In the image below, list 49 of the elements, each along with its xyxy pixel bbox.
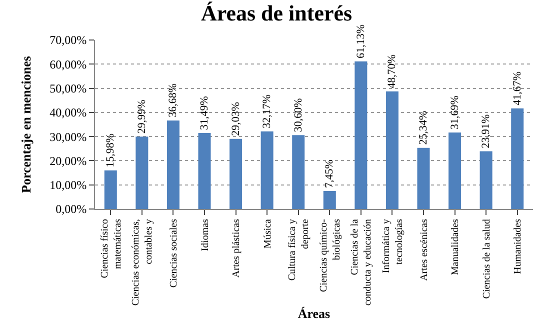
data-label: 61,13% [354,24,367,58]
bar [323,191,336,209]
data-label: 30,60% [292,98,304,132]
x-axis-title: Áreas [298,306,330,322]
y-tick-label: 20,00% [50,154,87,168]
bar [166,120,180,209]
data-label: 48,70% [386,54,398,88]
data-label: 15,98% [104,134,117,168]
x-tick-label: Manualidades [450,218,462,276]
data-label: 29,99% [136,100,148,134]
data-label: 25,34% [418,110,430,145]
y-tick-label: 60,00% [50,57,87,72]
bar [417,148,430,209]
bar [104,170,117,209]
x-tick-label: Música [262,218,274,248]
data-label: 41,67% [511,71,524,106]
bar [292,135,305,209]
bar [230,138,242,209]
y-tick-label: 40,00% [50,106,87,120]
x-tick-label: Ciencias sociales [168,218,180,288]
y-tick-label: 50,00% [50,81,87,96]
data-label: 36,68% [167,84,180,118]
y-tick-label: 0,00% [56,202,87,216]
x-tick-label: Ciencias de la salud [481,219,492,299]
bar [511,108,524,209]
x-tick-label: Artes escénicas [418,218,430,281]
bar [354,61,368,209]
chart-title: Áreas de interés [200,0,352,26]
data-label: 32,17% [261,94,274,128]
x-tick-label: Cultura física y deporte [287,218,312,281]
y-tick-label: 30,00% [50,130,87,144]
x-tick-label: Ciencias físico matemáticas [99,218,124,278]
x-tick-label: Artes plásticas [231,218,242,278]
y-axis-title: Porcentaje en menciones [18,56,34,193]
data-label: 23,91% [480,114,492,148]
data-label: 7,45% [324,160,336,188]
bar [386,91,398,209]
x-tick-label: Idiomas [200,218,211,252]
bar [448,132,462,209]
y-tick-label: 70,00% [50,33,87,48]
data-label: 31,49% [198,96,210,130]
bar [198,132,211,209]
y-tick-label: 10,00% [50,178,87,192]
bar [260,131,274,209]
bar [480,151,492,209]
data-label: 29,03% [230,102,242,136]
data-label: 31,69% [448,96,461,130]
x-tick-label: Humanidades [512,218,524,274]
bar [136,136,148,209]
